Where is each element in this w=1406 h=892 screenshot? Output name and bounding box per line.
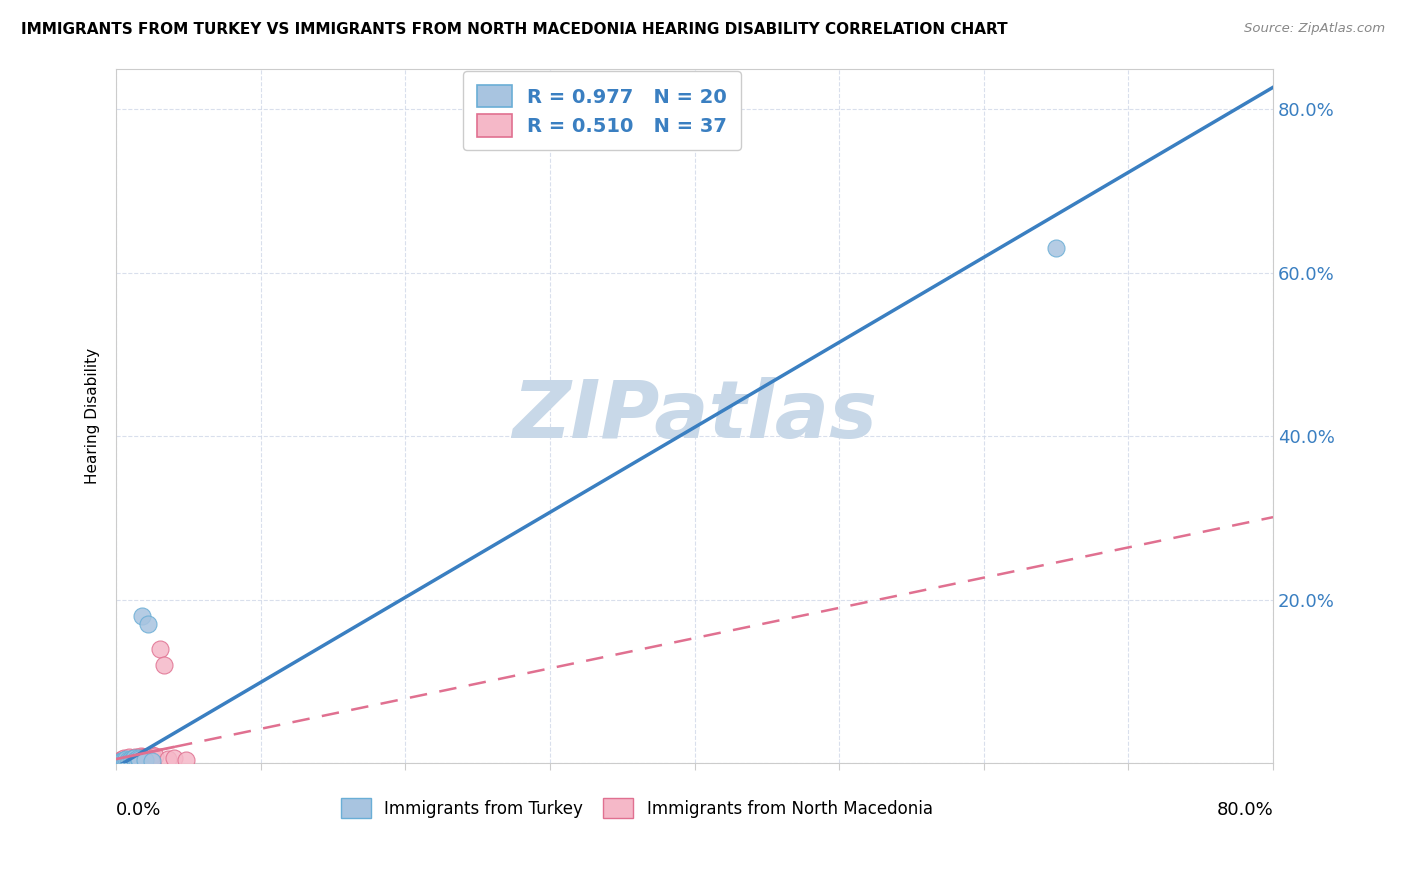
Legend: Immigrants from Turkey, Immigrants from North Macedonia: Immigrants from Turkey, Immigrants from …: [335, 792, 939, 824]
Point: [124, 752, 146, 766]
Point: [136, 749, 159, 764]
Point: [115, 752, 138, 766]
Point: [131, 750, 153, 764]
Y-axis label: Hearing Disability: Hearing Disability: [86, 348, 100, 483]
Point: [121, 753, 143, 767]
Point: [136, 617, 159, 632]
Point: [111, 754, 134, 768]
Point: [163, 751, 186, 765]
Point: [122, 751, 145, 765]
Point: [139, 750, 162, 764]
Text: Source: ZipAtlas.com: Source: ZipAtlas.com: [1244, 22, 1385, 36]
Point: [120, 754, 142, 768]
Point: [125, 754, 148, 768]
Text: IMMIGRANTS FROM TURKEY VS IMMIGRANTS FROM NORTH MACEDONIA HEARING DISABILITY COR: IMMIGRANTS FROM TURKEY VS IMMIGRANTS FRO…: [21, 22, 1008, 37]
Point: [118, 750, 141, 764]
Point: [112, 753, 135, 767]
Point: [134, 750, 156, 764]
Point: [118, 753, 141, 767]
Point: [117, 753, 139, 767]
Point: [111, 754, 134, 768]
Point: [115, 752, 138, 766]
Point: [111, 752, 134, 766]
Point: [122, 751, 145, 765]
Point: [112, 754, 135, 768]
Point: [124, 753, 146, 767]
Point: [115, 754, 138, 768]
Point: [1045, 241, 1067, 255]
Point: [153, 658, 176, 673]
Point: [112, 751, 135, 765]
Point: [127, 751, 149, 765]
Point: [128, 751, 150, 765]
Point: [129, 748, 152, 763]
Point: [114, 754, 136, 768]
Point: [131, 609, 153, 624]
Text: ZIPatlas: ZIPatlas: [512, 376, 877, 455]
Point: [117, 754, 139, 768]
Text: 80.0%: 80.0%: [1216, 801, 1272, 820]
Point: [134, 753, 156, 767]
Point: [157, 752, 180, 766]
Point: [121, 753, 143, 767]
Point: [132, 749, 155, 764]
Point: [143, 748, 166, 763]
Point: [110, 755, 132, 769]
Point: [110, 755, 132, 769]
Point: [141, 747, 163, 762]
Point: [114, 753, 136, 767]
Point: [110, 753, 132, 767]
Point: [127, 749, 149, 764]
Point: [141, 754, 163, 768]
Text: 0.0%: 0.0%: [117, 801, 162, 820]
Point: [174, 753, 197, 767]
Point: [125, 751, 148, 765]
Point: [120, 752, 142, 766]
Point: [149, 641, 172, 656]
Point: [108, 754, 131, 768]
Point: [114, 754, 136, 768]
Point: [118, 754, 141, 768]
Point: [128, 752, 150, 766]
Point: [124, 750, 146, 764]
Point: [117, 751, 139, 765]
Point: [120, 752, 142, 766]
